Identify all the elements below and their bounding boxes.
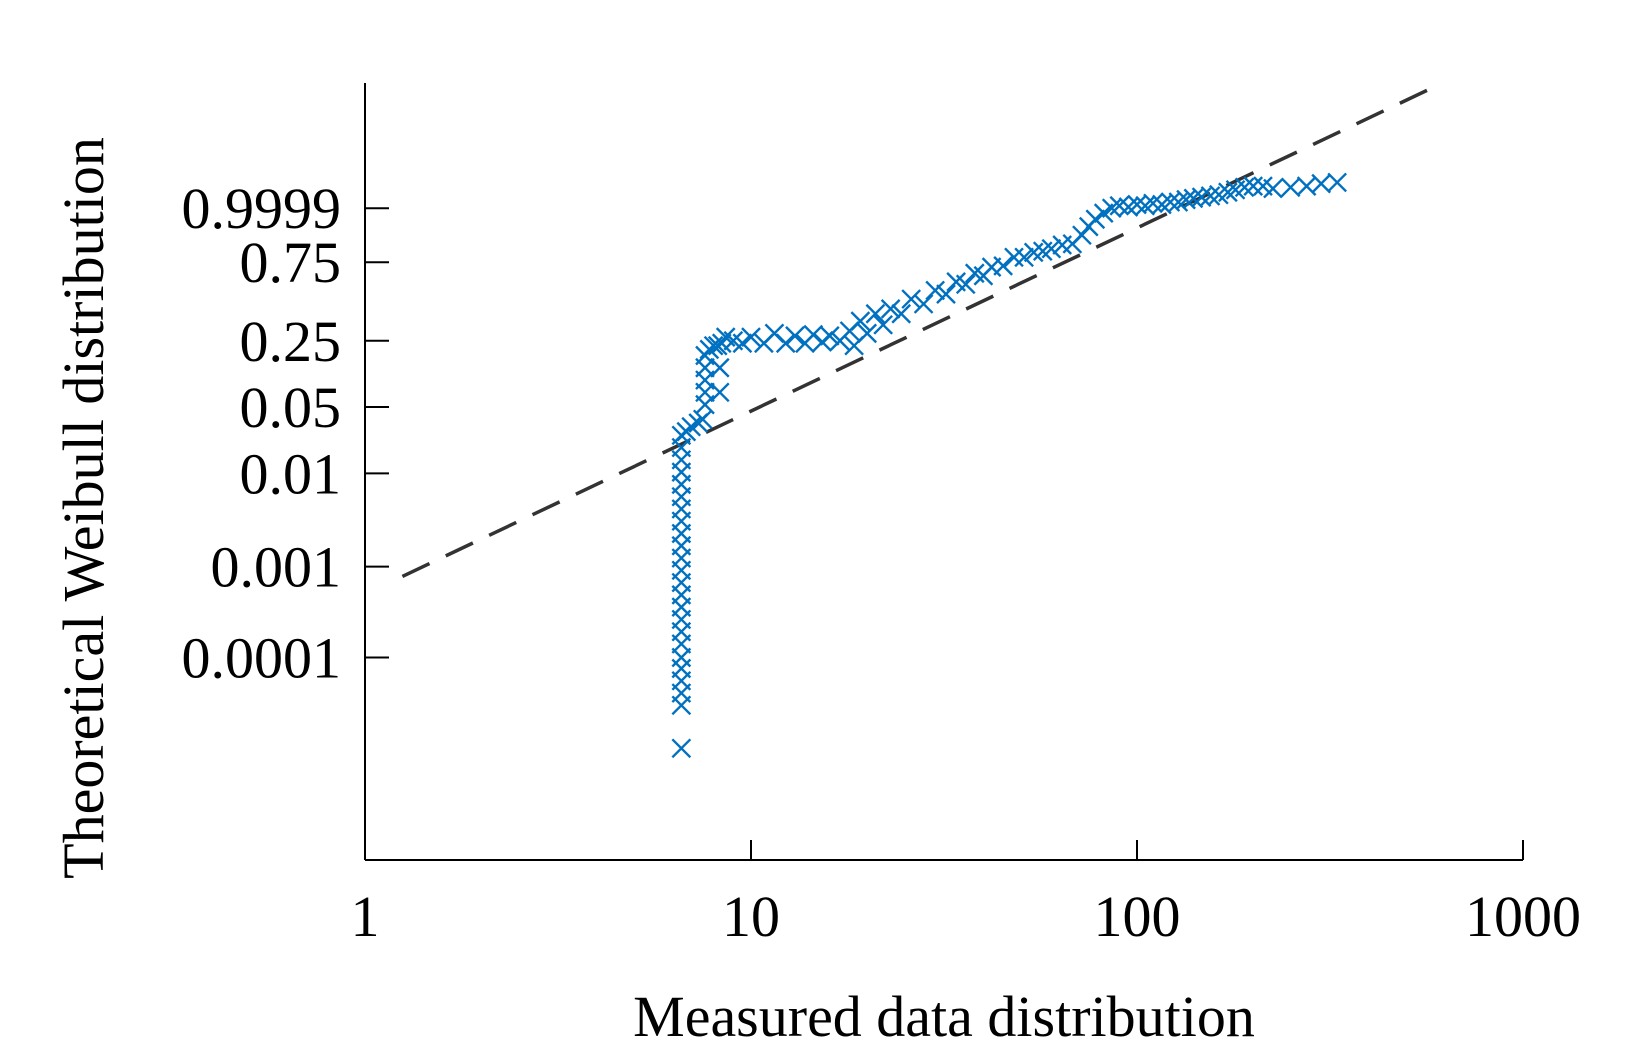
data-point xyxy=(891,303,912,324)
data-point xyxy=(819,326,840,346)
y-tick-label: 0.75 xyxy=(240,230,342,295)
data-point xyxy=(1263,178,1283,199)
data-point xyxy=(681,416,702,437)
data-point xyxy=(709,382,730,403)
reference-line-layer xyxy=(401,83,1439,579)
data-point xyxy=(671,738,692,759)
data-point xyxy=(1200,186,1221,206)
data-point xyxy=(1014,247,1034,268)
data-point xyxy=(1160,192,1181,212)
data-point xyxy=(913,294,934,314)
data-point xyxy=(785,326,805,346)
data-point xyxy=(993,256,1013,276)
y-tick-label: 0.25 xyxy=(240,309,342,374)
data-point xyxy=(1023,242,1044,263)
x-tick-label: 1000 xyxy=(1465,884,1581,949)
x-axis-title: Measured data distribution xyxy=(633,984,1255,1049)
data-point xyxy=(1004,247,1024,268)
y-tick-label: 0.05 xyxy=(240,375,342,440)
data-point xyxy=(865,303,886,324)
x-axis-ticks: 1 10 100 1000 xyxy=(351,840,1581,949)
data-point xyxy=(1127,194,1147,215)
data-point xyxy=(925,280,946,301)
data-point xyxy=(775,333,796,354)
data-point xyxy=(1135,195,1156,216)
data-point xyxy=(1143,193,1163,214)
data-point xyxy=(955,274,976,295)
data-point xyxy=(1183,188,1204,209)
data-point xyxy=(936,284,956,304)
data-point xyxy=(850,311,871,331)
y-axis-title: Theoretical Weibull distribution xyxy=(51,137,116,879)
data-point xyxy=(1109,195,1130,216)
plot-axes xyxy=(364,83,1523,861)
data-point xyxy=(1072,225,1092,246)
scatter-marker-layer xyxy=(671,172,1347,759)
weibull-reference-line xyxy=(401,83,1439,579)
x-tick-label: 1 xyxy=(351,884,380,949)
data-point xyxy=(880,299,901,319)
y-tick-label: 0.001 xyxy=(211,535,342,600)
data-point xyxy=(732,333,753,354)
data-point xyxy=(1041,238,1062,259)
data-point xyxy=(857,323,878,344)
data-point xyxy=(1243,176,1264,196)
data-point xyxy=(873,314,894,335)
data-point xyxy=(709,357,730,378)
data-point xyxy=(1280,177,1301,198)
data-point xyxy=(1085,209,1106,230)
x-tick-label: 100 xyxy=(1094,884,1181,949)
y-tick-label: 0.0001 xyxy=(182,625,342,690)
y-tick-label: 0.01 xyxy=(240,441,342,506)
data-point xyxy=(1168,192,1189,212)
data-point xyxy=(1101,198,1122,219)
data-point xyxy=(1234,177,1255,198)
y-tick-label: 0.9999 xyxy=(182,176,342,241)
data-point xyxy=(711,333,732,354)
data-point xyxy=(1218,182,1238,203)
data-point xyxy=(1191,187,1212,208)
x-tick-label: 10 xyxy=(722,884,780,949)
data-point xyxy=(1327,172,1347,193)
data-point xyxy=(1311,173,1332,194)
data-point xyxy=(741,327,761,347)
data-point xyxy=(901,289,922,309)
